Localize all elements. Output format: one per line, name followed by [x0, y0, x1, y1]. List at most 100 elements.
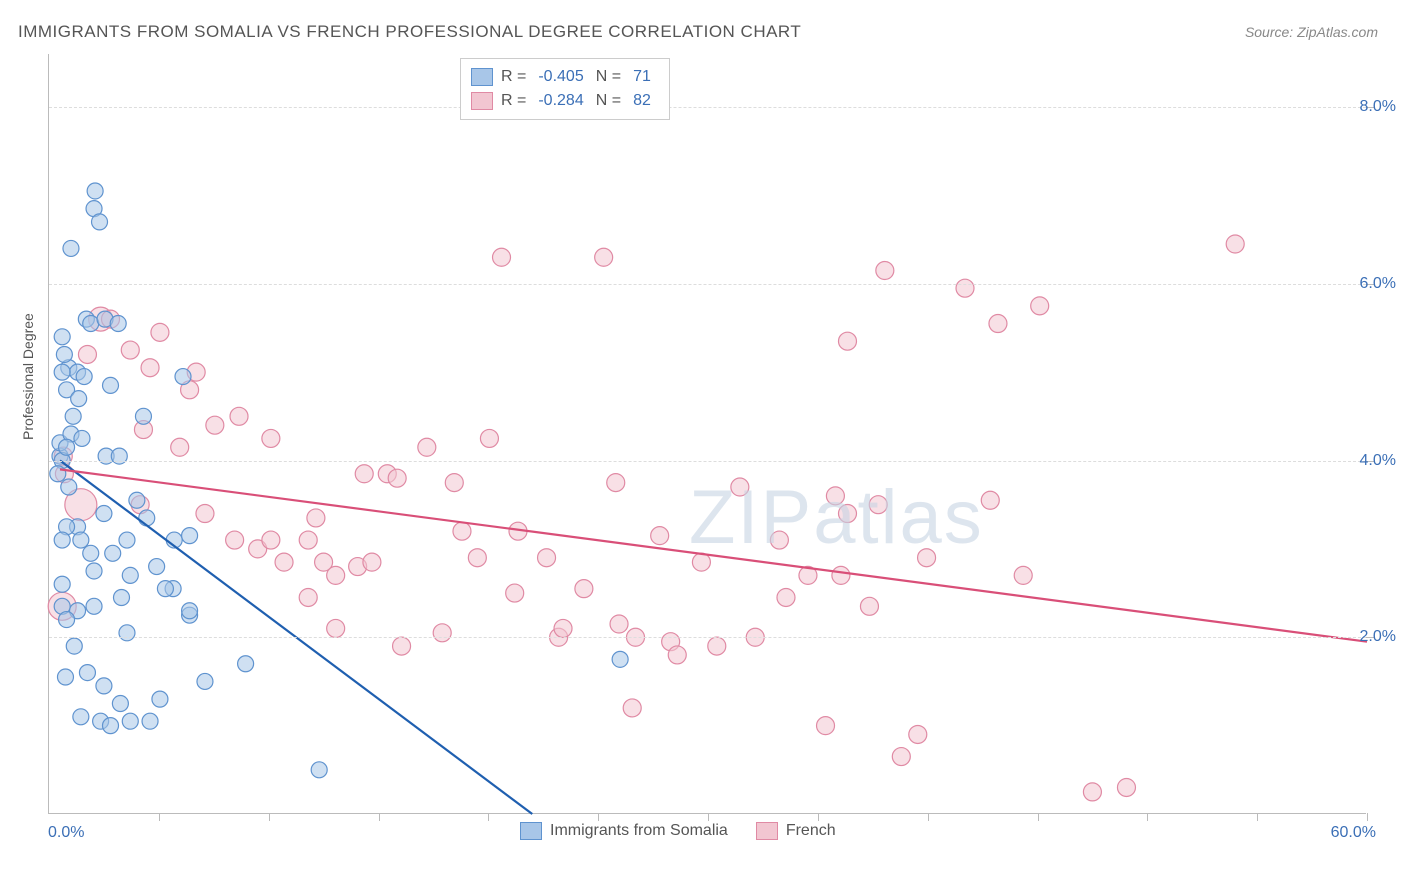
data-point-french [151, 323, 169, 341]
data-point-somalia [59, 612, 75, 628]
y-axis-label: Professional Degree [20, 313, 36, 440]
data-point-french [989, 315, 1007, 333]
data-point-somalia [86, 563, 102, 579]
data-point-french [468, 549, 486, 567]
data-point-french [327, 566, 345, 584]
data-point-somalia [152, 691, 168, 707]
legend-r-value-somalia: -0.405 [534, 65, 587, 89]
source-attribution: Source: ZipAtlas.com [1245, 24, 1378, 40]
data-point-french [595, 248, 613, 266]
x-tick [488, 813, 489, 821]
data-point-french [1014, 566, 1032, 584]
data-point-somalia [96, 678, 112, 694]
data-point-somalia [139, 510, 155, 526]
data-point-somalia [612, 651, 628, 667]
x-axis-min-label: 0.0% [48, 824, 84, 842]
data-point-somalia [182, 528, 198, 544]
data-point-french [78, 345, 96, 363]
data-point-french [355, 465, 373, 483]
data-point-french [141, 359, 159, 377]
data-point-somalia [87, 183, 103, 199]
series-swatch-french [756, 822, 778, 840]
data-point-french [307, 509, 325, 527]
correlation-legend: R = -0.405 N = 71 R = -0.284 N = 82 [460, 58, 670, 120]
y-tick-label: 4.0% [1360, 452, 1396, 470]
x-tick [928, 813, 929, 821]
data-point-somalia [63, 240, 79, 256]
data-point-somalia [86, 598, 102, 614]
data-point-french [226, 531, 244, 549]
data-point-french [453, 522, 471, 540]
data-point-french [909, 725, 927, 743]
legend-r-value-french: -0.284 [534, 89, 587, 113]
data-point-french [651, 527, 669, 545]
data-point-french [892, 748, 910, 766]
data-point-somalia [83, 316, 99, 332]
data-point-french [876, 262, 894, 280]
data-point-somalia [54, 576, 70, 592]
x-tick [159, 813, 160, 821]
y-tick-label: 2.0% [1360, 628, 1396, 646]
data-point-somalia [182, 603, 198, 619]
data-point-french [262, 531, 280, 549]
legend-r-label: R = [501, 89, 526, 113]
data-point-french [838, 332, 856, 350]
series-swatch-somalia [520, 822, 542, 840]
x-axis-max-label: 60.0% [1331, 824, 1376, 842]
data-point-french [493, 248, 511, 266]
data-point-french [538, 549, 556, 567]
series-legend-french: French [756, 822, 836, 840]
data-point-somalia [149, 559, 165, 575]
legend-n-label: N = [596, 89, 621, 113]
data-point-french [506, 584, 524, 602]
data-point-somalia [61, 479, 77, 495]
data-point-somalia [103, 718, 119, 734]
x-tick [598, 813, 599, 821]
data-point-french [275, 553, 293, 571]
legend-row-french: R = -0.284 N = 82 [471, 89, 655, 113]
data-point-french [299, 588, 317, 606]
legend-n-value-somalia: 71 [629, 65, 655, 89]
data-point-french [981, 491, 999, 509]
data-point-french [1031, 297, 1049, 315]
grid-line [49, 637, 1366, 638]
data-point-somalia [74, 430, 90, 446]
series-label-somalia: Immigrants from Somalia [550, 822, 728, 840]
data-point-somalia [129, 492, 145, 508]
data-point-french [393, 637, 411, 655]
data-point-somalia [59, 439, 75, 455]
data-point-somalia [112, 696, 128, 712]
x-tick [1147, 813, 1148, 821]
x-tick [379, 813, 380, 821]
data-point-french [327, 619, 345, 637]
series-label-french: French [786, 822, 836, 840]
legend-swatch-french [471, 92, 493, 110]
data-point-french [230, 407, 248, 425]
data-point-french [956, 279, 974, 297]
legend-r-label: R = [501, 65, 526, 89]
data-point-somalia [73, 709, 89, 725]
data-point-french [363, 553, 381, 571]
data-point-somalia [57, 669, 73, 685]
data-point-somalia [105, 545, 121, 561]
data-point-somalia [65, 408, 81, 424]
data-point-french [770, 531, 788, 549]
data-point-somalia [54, 532, 70, 548]
data-point-somalia [54, 364, 70, 380]
data-point-french [196, 505, 214, 523]
data-point-somalia [103, 377, 119, 393]
plot-area: ZIPatlas [48, 54, 1366, 814]
x-tick [818, 813, 819, 821]
data-point-french [1117, 778, 1135, 796]
data-point-french [860, 597, 878, 615]
data-point-somalia [238, 656, 254, 672]
data-point-somalia [119, 532, 135, 548]
x-tick [1257, 813, 1258, 821]
data-point-somalia [311, 762, 327, 778]
data-point-french [171, 438, 189, 456]
data-point-somalia [66, 638, 82, 654]
data-point-french [817, 717, 835, 735]
data-point-french [838, 505, 856, 523]
x-tick [269, 813, 270, 821]
data-point-french [262, 429, 280, 447]
